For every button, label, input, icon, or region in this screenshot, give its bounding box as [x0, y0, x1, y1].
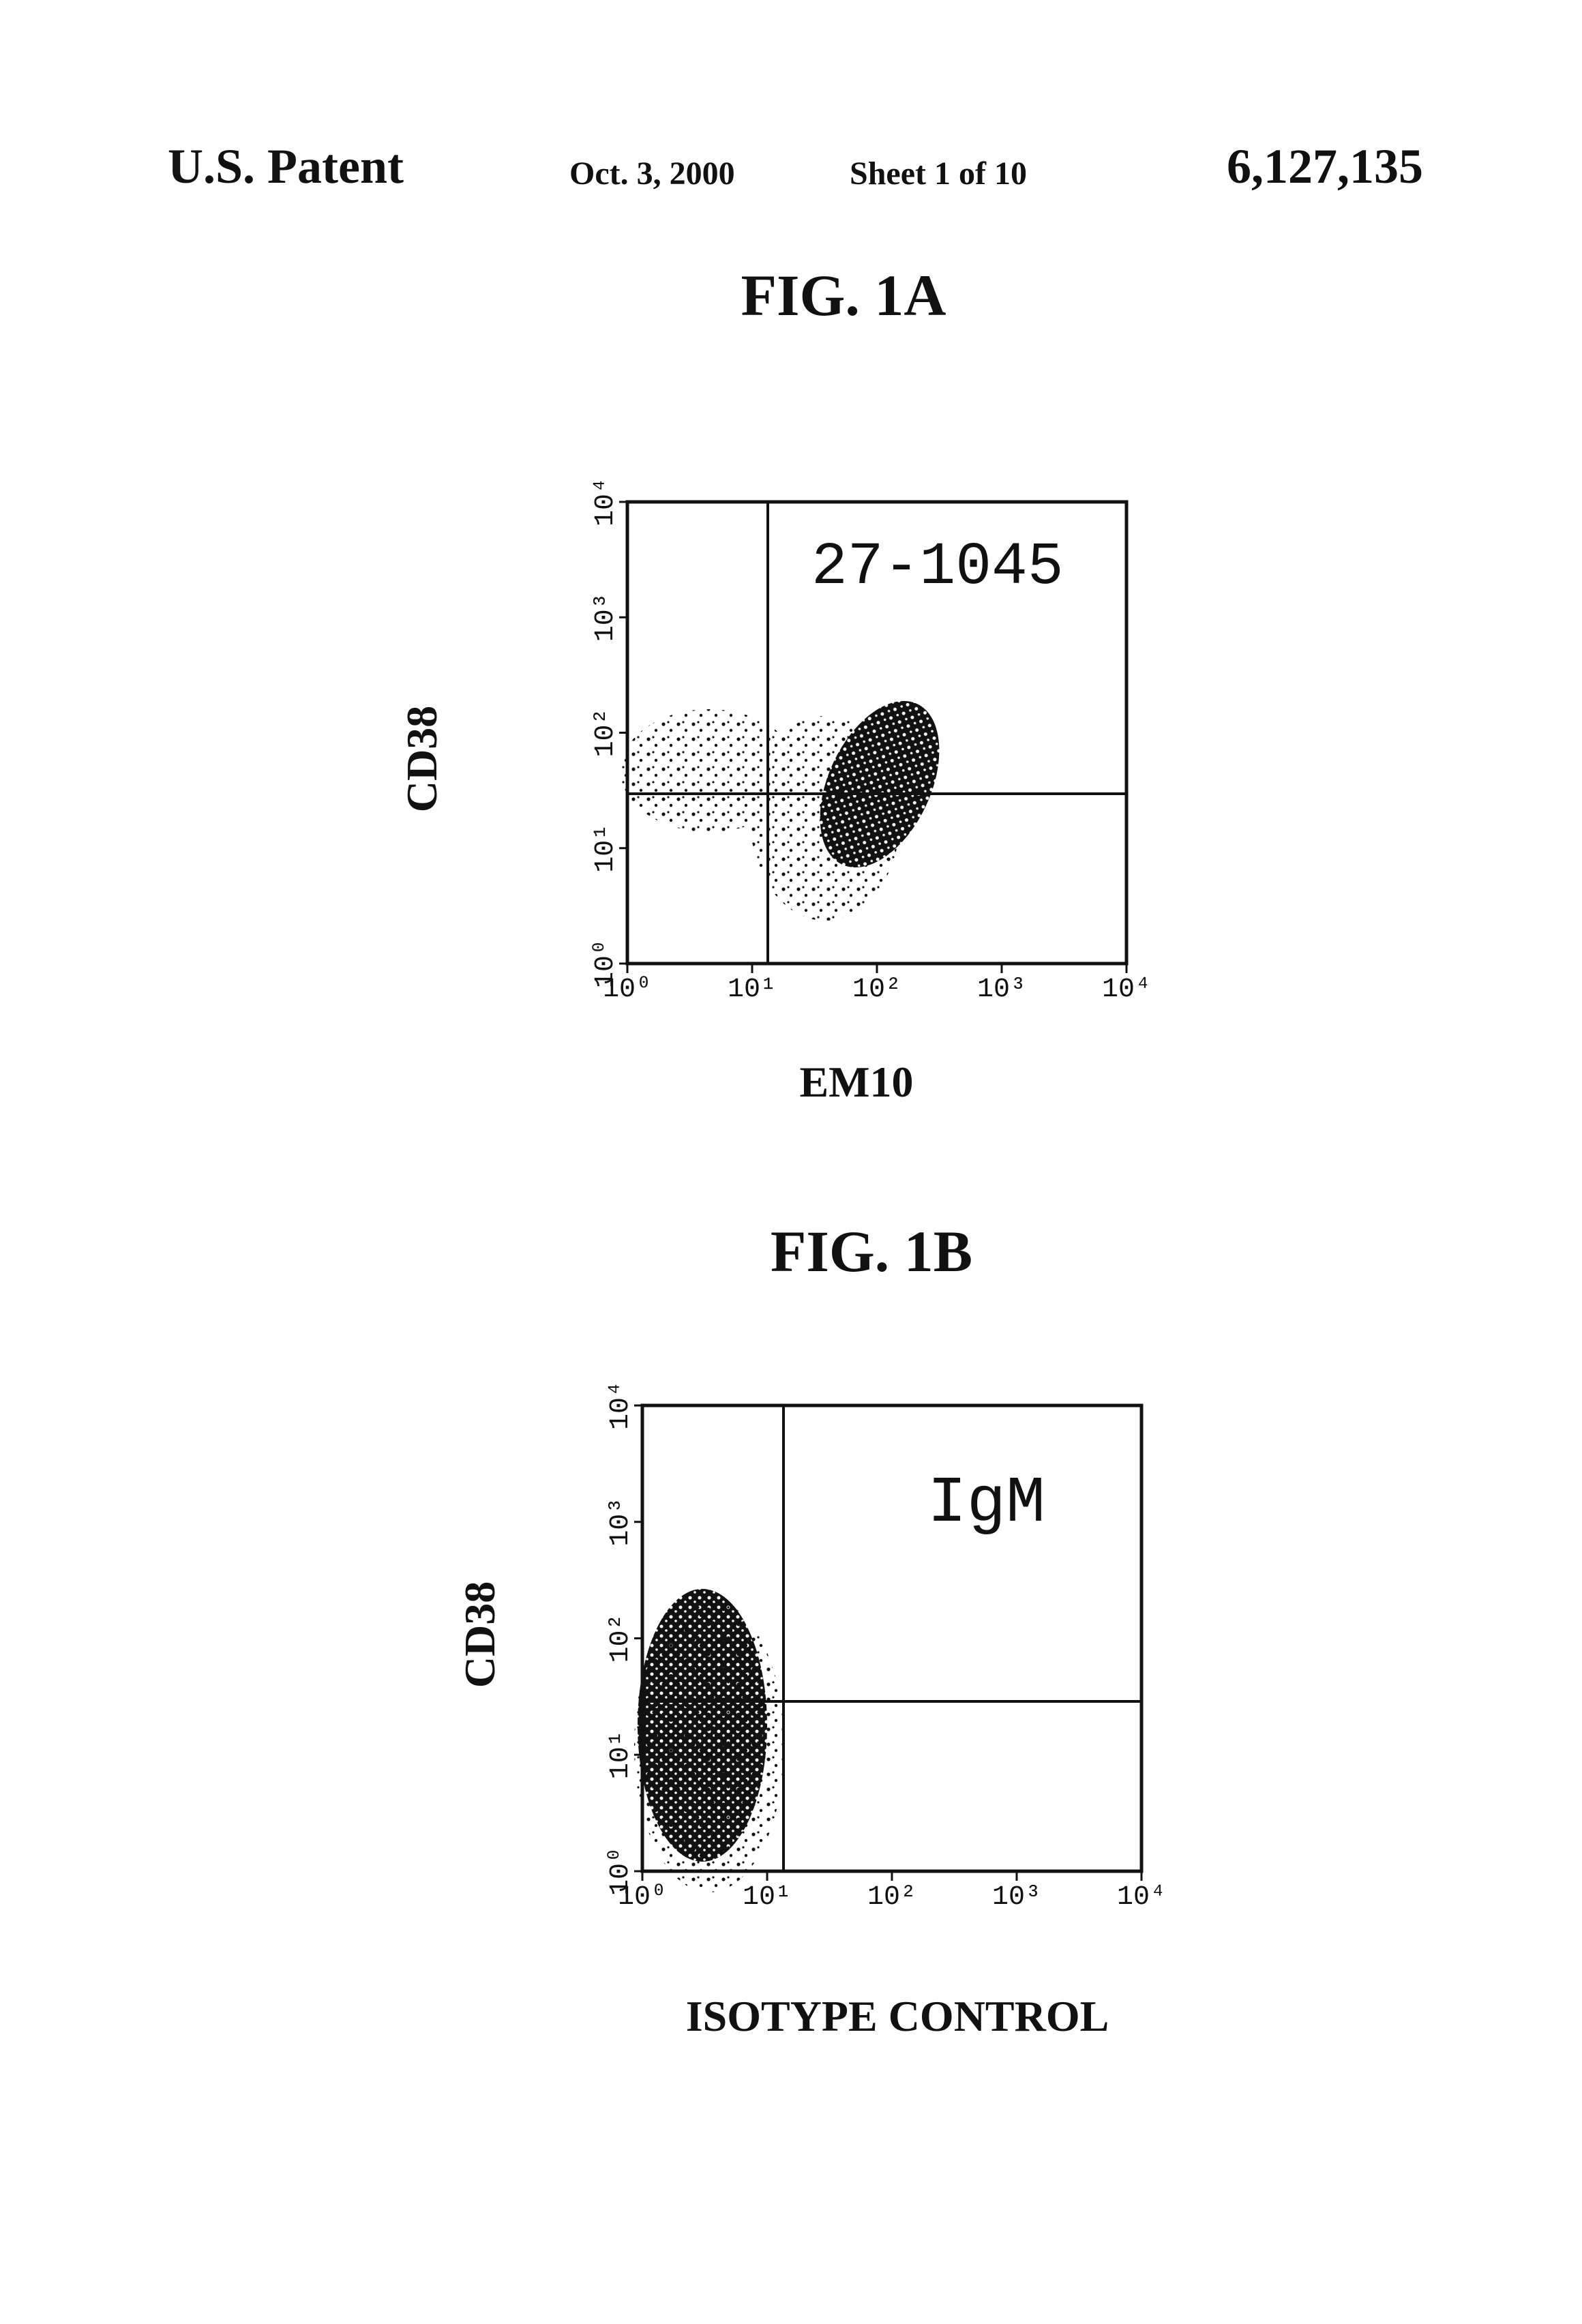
y-tick-label: 10¹	[606, 1730, 636, 1779]
y-axis-label: CD38	[398, 706, 446, 812]
x-tick-label: 10²	[867, 1882, 916, 1913]
header-number: 6,127,135	[1227, 139, 1423, 194]
x-axis-label: ISOTYPE CONTROL	[686, 1992, 1109, 2040]
x-tick-label: 10¹	[728, 974, 777, 1005]
y-tick-label: 10²	[606, 1613, 636, 1663]
y-axis-label: CD38	[456, 1581, 504, 1688]
y-tick-label: 10⁴	[606, 1381, 636, 1430]
patent-page: U.S. Patent Oct. 3, 2000 Sheet 1 of 10 6…	[0, 0, 1582, 2324]
figure-title: FIG. 1A	[741, 263, 946, 328]
x-axis-label: EM10	[799, 1058, 913, 1106]
y-tick-label: 10⁰	[606, 1847, 636, 1896]
header-date: Oct. 3, 2000	[569, 155, 735, 192]
background	[0, 0, 1582, 2324]
y-tick-label: 10³	[591, 593, 621, 642]
y-tick-label: 10⁰	[591, 939, 621, 988]
header-left: U.S. Patent	[168, 139, 404, 194]
x-tick-label: 10²	[852, 974, 901, 1005]
x-tick-label: 10³	[992, 1882, 1041, 1913]
x-tick-label: 10¹	[743, 1882, 792, 1913]
y-tick-label: 10¹	[591, 824, 621, 873]
annotation: 27-1045	[811, 534, 1064, 601]
x-tick-label: 10³	[977, 974, 1026, 1005]
y-tick-label: 10²	[591, 708, 621, 757]
x-tick-label: 10⁴	[1102, 974, 1151, 1005]
x-tick-label: 10⁴	[1117, 1882, 1166, 1913]
figure-title: FIG. 1B	[771, 1219, 972, 1284]
annotation: IgM	[927, 1466, 1045, 1540]
y-tick-label: 10⁴	[591, 477, 621, 526]
y-tick-label: 10³	[606, 1498, 636, 1547]
header-sheet: Sheet 1 of 10	[850, 155, 1027, 192]
